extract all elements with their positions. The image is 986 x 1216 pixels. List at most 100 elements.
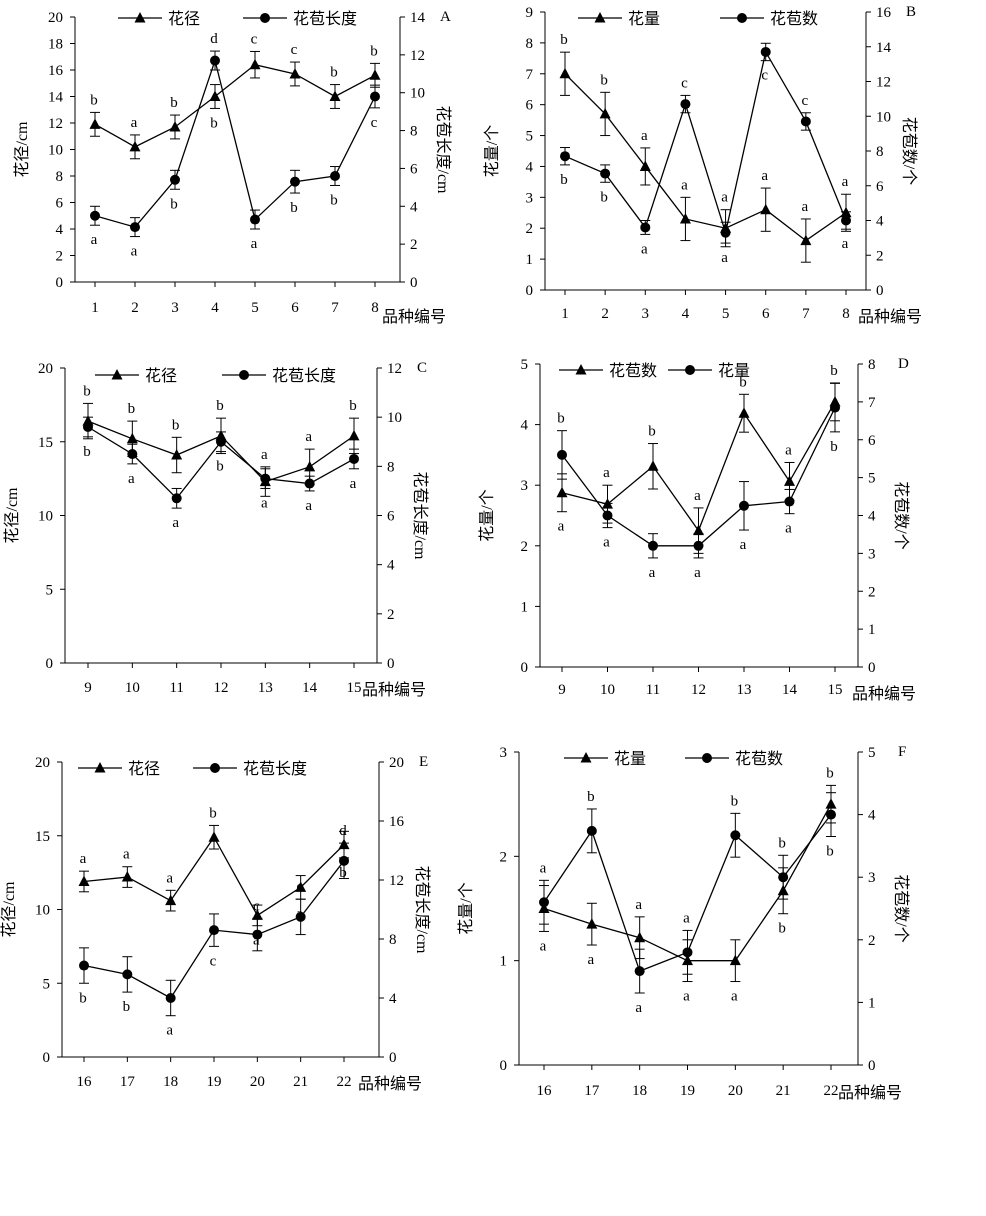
significance-letter: b [83, 444, 91, 460]
data-point [130, 222, 140, 233]
right-tick-label: 2 [410, 237, 418, 253]
significance-letter: a [305, 498, 312, 514]
panel-label: E [419, 754, 428, 770]
x-tick-label: 2 [601, 306, 609, 322]
x-tick-label: 15 [828, 682, 843, 698]
panel-label: A [440, 9, 451, 25]
significance-letter: a [80, 851, 87, 867]
legend-label: 花苞长度 [243, 760, 307, 778]
series-line [564, 50, 847, 236]
significance-letter: a [131, 244, 138, 260]
right-tick-label: 4 [876, 214, 884, 230]
x-tick-label: 7 [331, 300, 339, 316]
left-tick-label: 5 [46, 582, 54, 598]
left-tick-label: 2 [521, 539, 529, 555]
significance-letter: a [253, 933, 260, 949]
right-tick-label: 2 [868, 933, 876, 949]
significance-letter: b [370, 43, 378, 59]
data-point [739, 500, 749, 511]
left-axis-title: 花量/个 [483, 125, 501, 177]
right-tick-label: 0 [387, 656, 395, 672]
chart-panel-C: 0 5 10 15 20 0 2 4 6 8 10 12 9 10 11 12 13 14 15 花径/cm 花苞长度/… [3, 360, 429, 699]
x-axis-title: 品种编号 [358, 1075, 422, 1093]
x-tick-label: 16 [537, 1083, 553, 1099]
right-tick-label: 14 [876, 40, 892, 56]
legend-label: 花径 [128, 760, 160, 778]
significance-letter: b [587, 789, 595, 805]
right-tick-label: 4 [868, 509, 876, 525]
data-point [729, 954, 741, 966]
left-tick-label: 2 [56, 249, 64, 265]
legend-label: 花量 [614, 750, 646, 768]
data-point [208, 831, 220, 842]
left-tick-label: 5 [526, 129, 534, 145]
data-point [290, 176, 300, 187]
data-point [369, 69, 381, 80]
left-tick-label: 0 [46, 656, 54, 672]
significance-letter: b [830, 363, 838, 379]
x-tick-label: 10 [600, 682, 615, 698]
data-point [560, 151, 570, 162]
legend-marker [134, 12, 146, 23]
x-tick-label: 6 [291, 300, 299, 316]
significance-letter: a [641, 128, 648, 144]
significance-letter: a [683, 989, 690, 1005]
left-tick-label: 18 [48, 37, 63, 53]
right-tick-label: 8 [410, 124, 418, 140]
x-tick-label: 3 [642, 306, 650, 322]
left-tick-label: 2 [526, 221, 534, 237]
data-point [602, 498, 613, 509]
right-tick-label: 7 [868, 395, 876, 411]
significance-letter: a [350, 476, 357, 492]
legend-marker [737, 13, 747, 23]
significance-letter: a [172, 515, 179, 531]
left-tick-label: 3 [521, 478, 529, 494]
legend-marker [594, 12, 606, 23]
legend-marker [239, 370, 249, 380]
legend-label: 花苞数 [609, 362, 657, 380]
left-tick-label: 0 [43, 1050, 51, 1066]
left-tick-label: 3 [500, 745, 508, 761]
data-point [639, 160, 651, 171]
legend-marker [702, 753, 712, 763]
x-tick-label: 17 [584, 1083, 600, 1099]
right-tick-label: 3 [868, 870, 876, 886]
data-point [760, 203, 772, 215]
significance-letter: b [830, 439, 838, 455]
left-axis-title: 花量/个 [457, 882, 475, 934]
data-point [648, 540, 658, 551]
x-tick-label: 13 [737, 682, 752, 698]
significance-letter: b [339, 865, 347, 881]
right-axis-title: 花苞数/个 [892, 481, 910, 549]
data-point [586, 825, 597, 836]
significance-letter: c [210, 953, 217, 969]
left-tick-label: 1 [500, 954, 508, 970]
data-point [127, 449, 138, 460]
x-tick-label: 1 [561, 306, 569, 322]
data-point [800, 234, 812, 246]
x-axis-title: 品种编号 [858, 308, 922, 326]
significance-letter: c [291, 42, 298, 58]
data-point [79, 960, 89, 971]
left-tick-label: 10 [38, 509, 53, 525]
series-line [564, 73, 847, 242]
significance-letter: a [128, 471, 135, 487]
significance-letter: a [681, 177, 688, 193]
data-point [251, 909, 263, 920]
right-tick-label: 0 [876, 283, 884, 299]
panel-label: C [417, 360, 427, 376]
significance-letter: a [802, 199, 809, 215]
x-tick-label: 11 [646, 682, 660, 698]
significance-letter: c [681, 75, 688, 91]
data-point [640, 222, 651, 233]
legend-marker [685, 365, 695, 375]
left-tick-label: 5 [521, 357, 529, 373]
significance-letter: a [603, 465, 610, 481]
data-point [165, 993, 176, 1003]
right-tick-label: 0 [410, 275, 418, 291]
x-tick-label: 20 [250, 1074, 265, 1090]
significance-letter: c [253, 898, 260, 914]
data-point [260, 473, 271, 484]
legend-marker [580, 752, 592, 763]
significance-letter: b [170, 95, 178, 111]
